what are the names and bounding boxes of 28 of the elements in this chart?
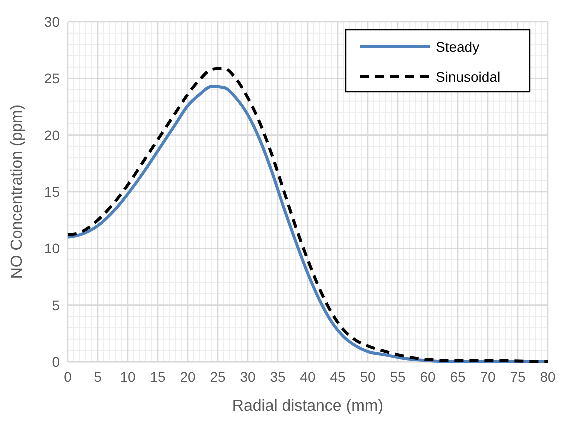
x-tick-label: 30 <box>240 369 256 385</box>
x-tick-label: 15 <box>150 369 166 385</box>
x-tick-label: 5 <box>94 369 102 385</box>
y-tick-label: 20 <box>44 127 60 144</box>
x-tick-label: 40 <box>300 369 316 385</box>
legend-label: Steady <box>436 39 480 55</box>
x-tick-label: 45 <box>330 369 346 385</box>
x-tick-label: 25 <box>210 369 226 385</box>
y-tick-label: 10 <box>44 240 60 257</box>
x-tick-label: 50 <box>360 369 376 385</box>
legend-label: Sinusoidal <box>436 69 501 85</box>
x-tick-label: 20 <box>180 369 196 385</box>
y-tick-label: 30 <box>44 14 60 30</box>
y-tick-label: 5 <box>52 297 60 314</box>
y-tick-label: 25 <box>44 70 60 87</box>
x-tick-label: 55 <box>390 369 406 385</box>
x-axis-title: Radial distance (mm) <box>232 398 384 415</box>
x-tick-label: 80 <box>540 369 556 385</box>
y-tick-label: 15 <box>44 184 60 200</box>
x-tick-label: 60 <box>420 369 436 385</box>
x-tick-label: 75 <box>510 369 526 385</box>
x-tick-label: 0 <box>64 369 72 385</box>
y-axis-title: NO Concentration (ppm) <box>9 104 26 280</box>
x-tick-label: 10 <box>120 369 136 385</box>
y-tick-label: 0 <box>52 354 60 370</box>
x-tick-label: 35 <box>270 369 286 385</box>
x-tick-label: 65 <box>450 369 466 385</box>
x-tick-label: 70 <box>480 369 496 385</box>
